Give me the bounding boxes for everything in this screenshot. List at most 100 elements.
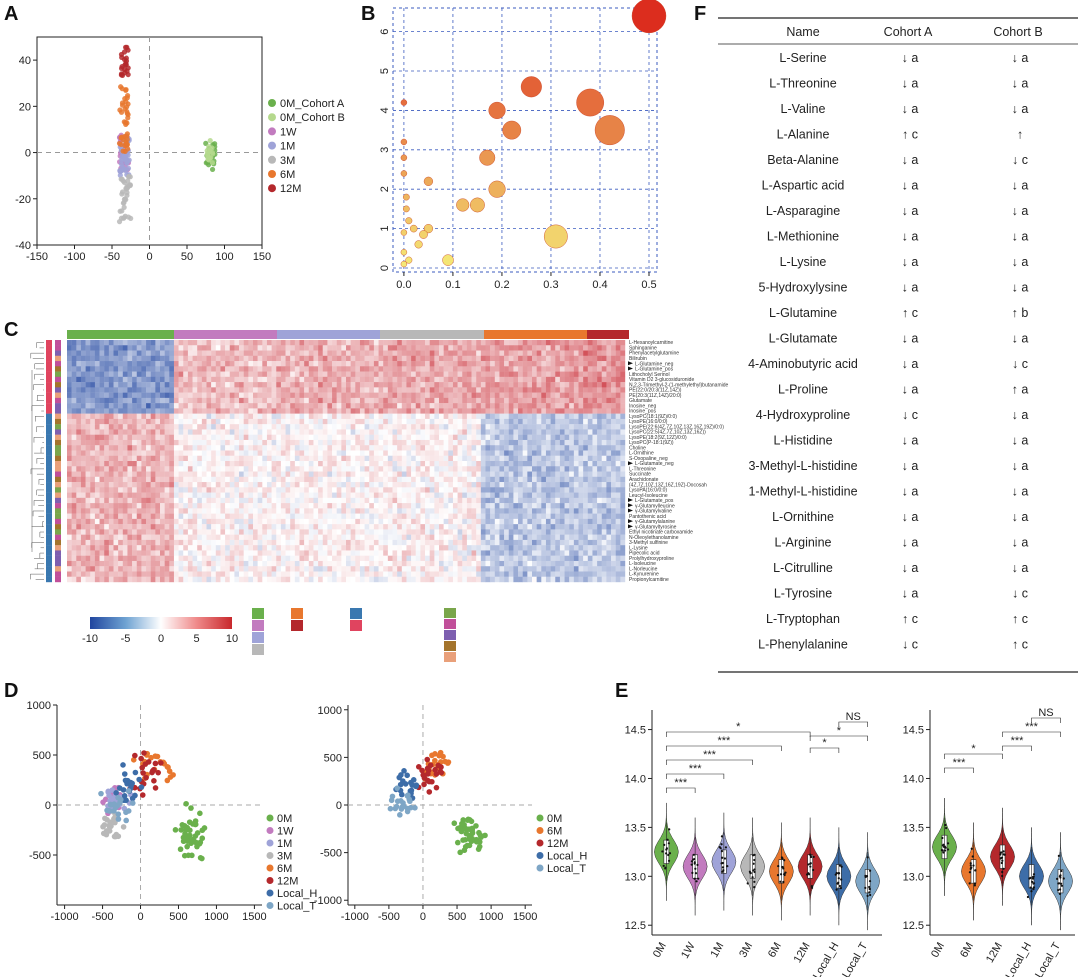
heatmap-cell [536,476,542,483]
heatmap-cell [620,461,626,467]
heatmap-cell [550,350,556,356]
heatmap-cell [90,534,96,541]
heatmap-cell [541,434,547,441]
pathway-point [409,224,418,233]
heatmap-cell [527,355,533,362]
heatmap-cell [573,366,579,372]
heatmap-cell [601,439,607,446]
heatmap-cell [308,350,314,356]
heatmap-cell [290,471,296,477]
heatmap-cell [443,503,449,509]
heatmap-cell [183,503,189,509]
heatmap-cell [104,439,110,446]
heatmap-cell [262,382,268,388]
heatmap-cell [452,392,458,399]
heatmap-cell [476,471,482,477]
heatmap-cell [471,371,477,378]
heatmap-cell [169,418,175,425]
heatmap-cell [85,408,91,414]
heatmap-cell [285,392,291,399]
heatmap-cell [420,450,426,456]
heatmap-cell [341,487,347,493]
heatmap-cell [187,492,193,499]
heatmap-cell [462,408,468,414]
heatmap-cell [415,366,421,372]
heatmap-cell [550,466,556,472]
heatmap-cell [606,534,612,541]
heatmap-cell [136,518,142,525]
heatmap-cell [271,508,277,514]
heatmap-cell [448,487,454,493]
heatmap-cell [85,397,91,404]
heatmap-cell [327,497,333,504]
heatmap-cell [304,413,309,420]
heatmap-cell [211,376,216,383]
table-cell-value: ↑ a [1012,383,1029,397]
heatmap-cell [225,524,230,530]
heatmap-cell [532,497,537,504]
data-point [209,166,216,173]
heatmap-cell [425,487,430,493]
heatmap-cell [71,392,77,399]
heatmap-cell [160,518,165,525]
heatmap-cell [569,403,575,409]
heatmap-cell [434,382,440,388]
heatmap-cell [415,376,421,383]
heatmap-cell [76,429,82,435]
data-point [127,174,133,180]
heatmap-cell [504,461,509,467]
heatmap-cell [532,518,537,525]
heatmap-cell [452,518,458,525]
heatmap-cell [211,455,216,462]
heatmap-cell [518,418,523,425]
heatmap-cell [411,492,416,499]
heatmap-cell [601,529,607,535]
heatmap-cell [587,471,593,477]
heatmap-cell [215,529,221,535]
heatmap-cell [355,434,361,441]
heatmap-cell [197,518,203,525]
heatmap-cell [94,466,100,472]
heatmap-cell [164,382,170,388]
heatmap-cell [285,508,291,514]
heatmap-cell [587,424,593,430]
heatmap-cell [164,503,170,509]
heatmap-cell [229,503,235,509]
heatmap-cell [229,492,235,499]
heatmap-cell [504,450,509,456]
heatmap-cell [476,534,482,541]
heatmap-cell [545,350,551,356]
heatmap-cell [541,376,547,383]
heatmap-cell [322,450,328,456]
heatmap-cell [71,382,77,388]
heatmap-cell [118,482,123,488]
heatmap-cell [522,376,528,383]
heatmap-cell [411,387,416,393]
heatmap-cell [94,487,100,493]
heatmap-cell [304,387,309,393]
heatmap-cell [583,439,588,446]
pathway-point [423,224,434,234]
heatmap-cell [504,445,509,451]
heatmap-cell [160,508,165,514]
heatmap-cell [476,455,482,462]
heatmap-cell [504,376,509,383]
heatmap-cell [550,424,556,430]
heatmap-cell [332,482,337,488]
heatmap-cell [550,471,556,477]
heatmap-cell [318,340,323,346]
heatmap-cell [369,408,375,414]
heatmap-cell [480,439,486,446]
heatmap-cell [160,355,165,362]
heatmap-cell [397,466,402,472]
heatmap-cell [480,376,486,383]
heatmap-cell [234,482,240,488]
heatmap-cell [173,466,179,472]
heatmap-cell [290,461,296,467]
heatmap-cell [294,455,300,462]
heatmap-cell [545,345,551,351]
heatmap-cell [587,418,593,425]
heatmap-cell [90,424,96,430]
heatmap-cell [150,471,156,477]
heatmap-cell [243,518,249,525]
